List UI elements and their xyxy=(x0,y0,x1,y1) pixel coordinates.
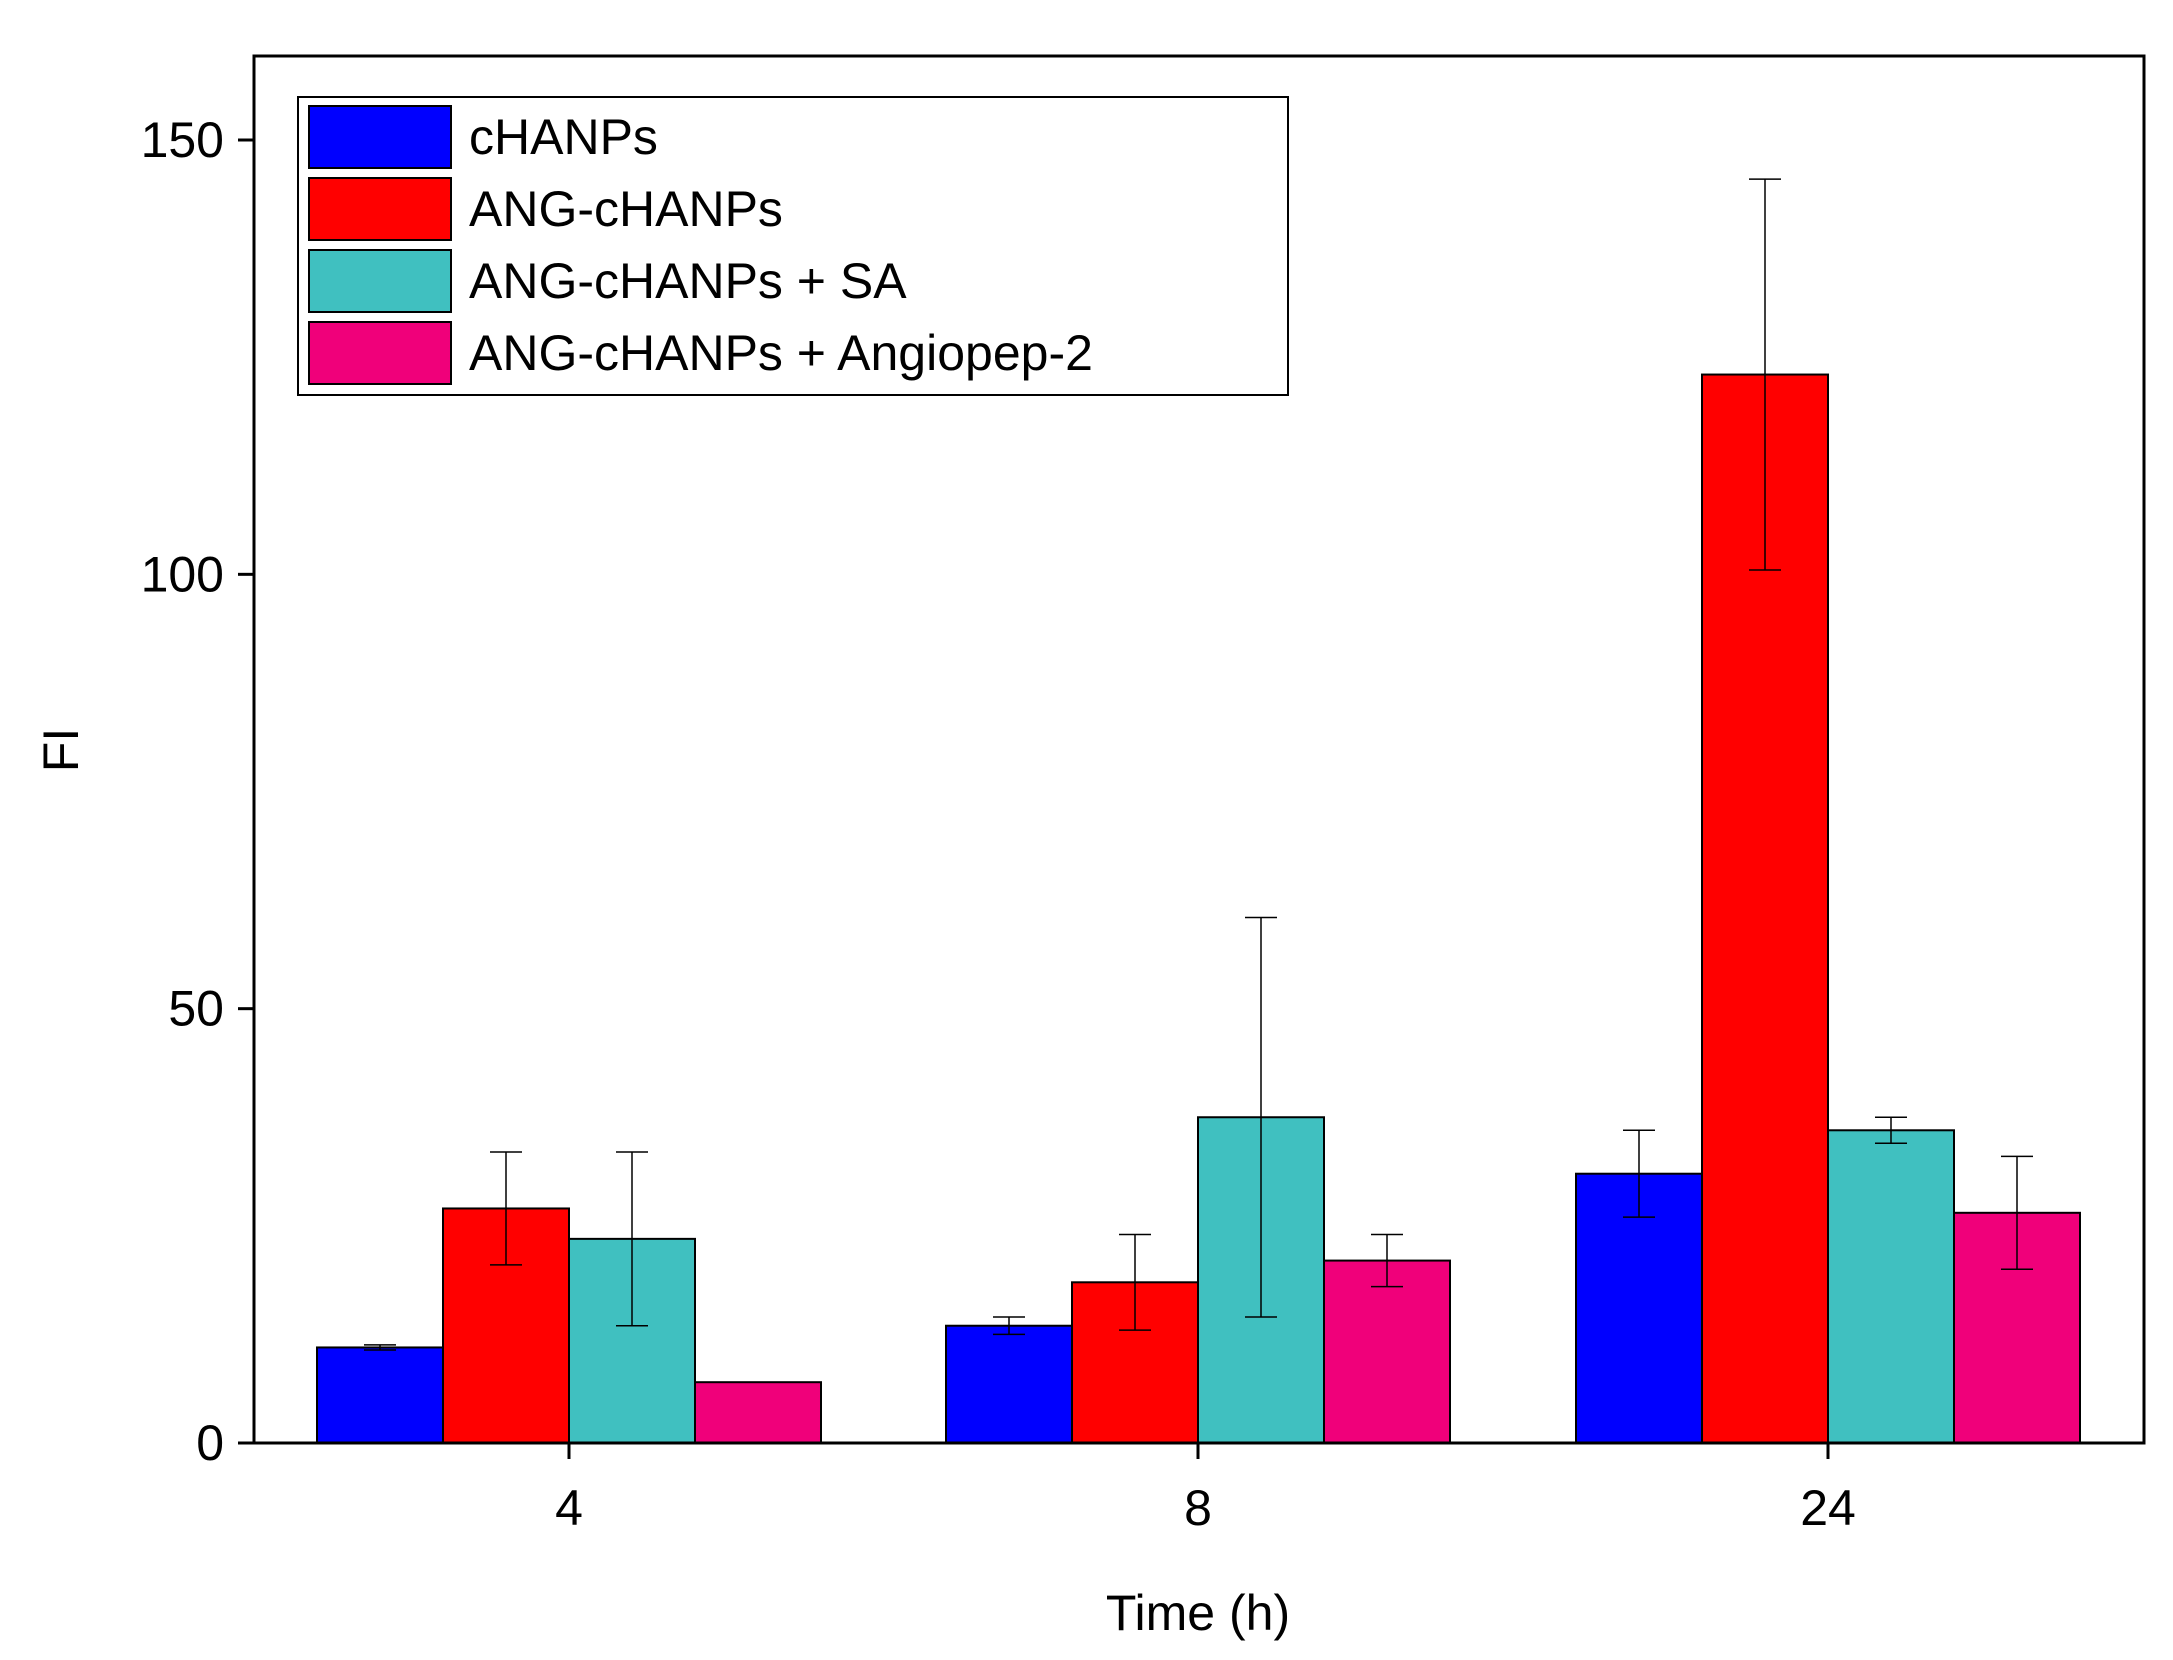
x-tick-label-8: 8 xyxy=(1184,1480,1212,1536)
legend-swatch-ang-chanps xyxy=(308,177,452,241)
legend-label-ang-chanps-sa: ANG-cHANPs + SA xyxy=(469,253,907,309)
bars-layer xyxy=(316,373,2081,1445)
y-tick-label-100: 100 xyxy=(141,546,224,602)
x-tick-label-4: 4 xyxy=(555,1480,583,1536)
legend-swatch-ang-chanps-angiopep-2 xyxy=(308,321,452,385)
bar-chanps-24 xyxy=(1575,1172,1703,1445)
y-axis-title: FI xyxy=(33,728,89,772)
legend-swatch-chanps xyxy=(308,105,452,169)
x-axis-title: Time (h) xyxy=(1106,1585,1290,1641)
legend-swatch-ang-chanps-sa xyxy=(308,249,452,313)
y-tick-label-150: 150 xyxy=(141,112,224,168)
bar-chanps-8 xyxy=(945,1324,1073,1444)
legend: cHANPs ANG-cHANPs ANG-cHANPs + SA ANG-cHANP… xyxy=(297,96,1289,396)
bar-ang-chanps-angiopep-2-8 xyxy=(1323,1259,1451,1444)
legend-label-chanps: cHANPs xyxy=(469,109,658,165)
bar-ang-chanps-sa-24 xyxy=(1827,1129,1955,1445)
bar-chanps-4 xyxy=(316,1346,444,1444)
axis-layer: 0 50 100 150 4 8 24 xyxy=(141,112,1856,1536)
legend-frame xyxy=(297,96,1289,396)
y-tick-label-0: 0 xyxy=(196,1415,224,1471)
y-tick-label-50: 50 xyxy=(168,981,224,1037)
bar-ang-chanps-angiopep-2-4 xyxy=(694,1381,822,1445)
x-tick-label-24: 24 xyxy=(1800,1480,1856,1536)
legend-label-ang-chanps-angiopep-2: ANG-cHANPs + Angiopep-2 xyxy=(469,325,1093,381)
legend-label-ang-chanps: ANG-cHANPs xyxy=(469,181,783,237)
error-bars-layer xyxy=(364,178,2033,1351)
